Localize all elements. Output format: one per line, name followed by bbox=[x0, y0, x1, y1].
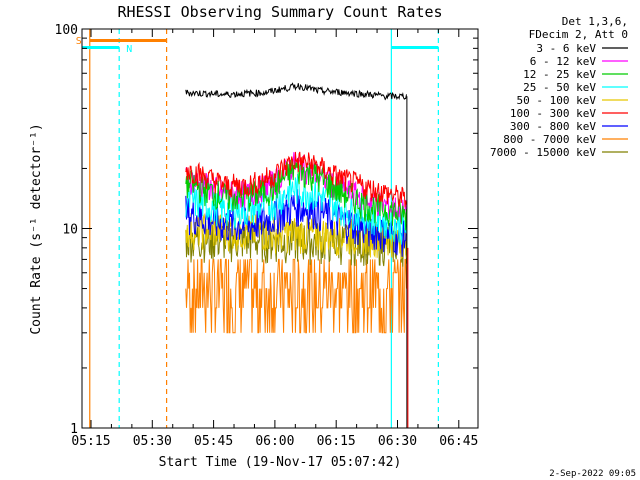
legend-label: 800 - 7000 keV bbox=[503, 133, 596, 146]
legend-label: 3 - 6 keV bbox=[536, 42, 596, 55]
night-flag-bar bbox=[82, 46, 120, 49]
axes: 05:15 05:30 05:45 06:00 06:15 06:30 06:45 1 10 10… bbox=[55, 23, 479, 449]
x-tick-label: 05:30 bbox=[133, 434, 172, 449]
legend-label: 12 - 25 keV bbox=[523, 68, 596, 81]
plot-frame bbox=[81, 28, 479, 429]
legend-header: FDecim 2, Att 0 bbox=[529, 28, 628, 41]
legend-label: 25 - 50 keV bbox=[523, 81, 596, 94]
y-axis-label: Count Rate (s⁻¹ detector⁻¹) bbox=[29, 123, 44, 334]
footer-date: 2-Sep-2022 09:05 bbox=[549, 469, 636, 479]
legend-header: Det 1,3,6, bbox=[562, 15, 628, 28]
x-tick-label: 06:00 bbox=[255, 434, 294, 449]
series-line bbox=[185, 151, 407, 208]
legend-label: 7000 - 15000 keV bbox=[490, 146, 596, 159]
x-tick-label: 05:45 bbox=[194, 434, 233, 449]
saa-flag-label: S bbox=[76, 36, 82, 47]
y-tick-label: 1 bbox=[70, 422, 78, 437]
y-tick-label: 100 bbox=[55, 23, 78, 38]
night-flag-label: N bbox=[126, 44, 132, 55]
y-tick-label: 10 bbox=[62, 223, 78, 238]
series-line bbox=[185, 258, 407, 334]
legend-label: 300 - 800 keV bbox=[510, 120, 596, 133]
x-tick-label: 06:45 bbox=[439, 434, 478, 449]
saa-flag-bar bbox=[89, 39, 167, 42]
legend-label: 6 - 12 keV bbox=[530, 55, 597, 68]
x-tick-label: 05:15 bbox=[71, 434, 110, 449]
plot-area: SN bbox=[76, 29, 439, 428]
x-tick-label: 06:30 bbox=[378, 434, 417, 449]
x-axis-label: Start Time (19-Nov-17 05:07:42) bbox=[159, 455, 402, 470]
x-tick-label: 06:15 bbox=[317, 434, 356, 449]
legend-label: 100 - 300 keV bbox=[510, 107, 596, 120]
legend-label: 50 - 100 keV bbox=[517, 94, 597, 107]
series-line bbox=[185, 158, 407, 231]
chart-title: RHESSI Observing Summary Count Rates bbox=[117, 3, 442, 21]
night-flag-bar bbox=[391, 46, 439, 49]
series-line bbox=[185, 82, 407, 101]
